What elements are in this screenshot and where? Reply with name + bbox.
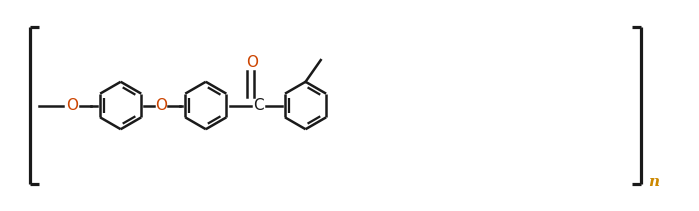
Text: O: O xyxy=(246,55,258,70)
Text: O: O xyxy=(66,98,78,113)
Text: C: C xyxy=(254,98,264,113)
Text: n: n xyxy=(648,175,659,189)
Text: O: O xyxy=(155,98,167,113)
